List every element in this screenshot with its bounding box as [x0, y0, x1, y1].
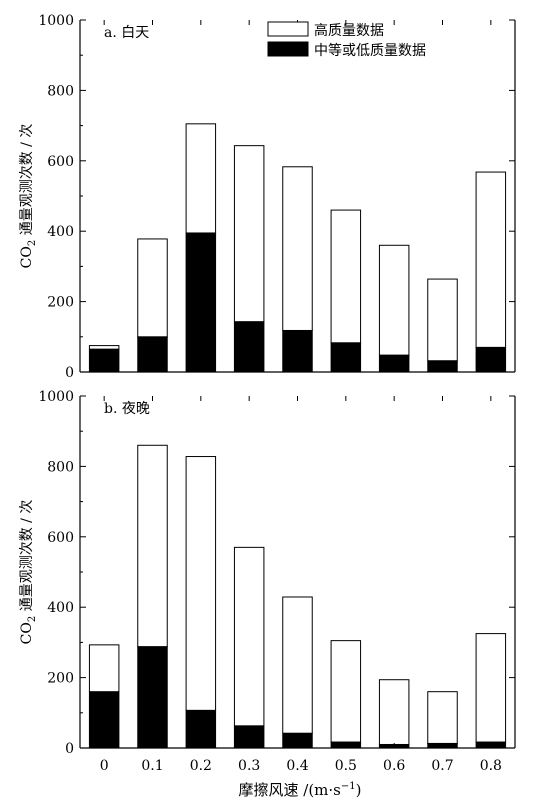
y-tick-label: 400 — [47, 600, 74, 616]
x-tick-label: 0.4 — [286, 758, 308, 774]
y-tick-label: 1000 — [38, 13, 74, 29]
bar-high-quality — [475, 171, 507, 348]
y-tick-label: 600 — [47, 154, 74, 170]
bar-high-quality — [330, 209, 362, 344]
bar-high-quality — [88, 345, 120, 350]
bar-high-quality — [233, 145, 265, 323]
x-tick-label: 0.3 — [238, 758, 260, 774]
bar-high-quality — [282, 596, 313, 734]
bar-low-quality — [137, 646, 168, 749]
bar-low-quality — [185, 709, 217, 749]
bar-low-quality — [137, 336, 168, 373]
y-axis-label: CO2 通量观测次数 / 次 — [19, 500, 38, 645]
bar-high-quality — [378, 679, 410, 745]
x-axis-label: 摩擦风速 /(m·s−1) — [239, 781, 362, 799]
bar-high-quality — [378, 244, 410, 356]
bar-high-quality — [137, 444, 168, 648]
bar-high-quality — [185, 456, 217, 711]
bar-high-quality — [475, 633, 507, 743]
x-tick-label: 0.2 — [190, 758, 212, 774]
bar-low-quality — [282, 329, 313, 373]
y-tick-label: 200 — [47, 295, 74, 311]
bar-high-quality — [88, 644, 120, 693]
y-tick-label: 0 — [65, 365, 74, 381]
x-axis-label-close: ) — [356, 781, 362, 799]
y-tick-label: 400 — [47, 224, 74, 240]
bar-low-quality — [185, 232, 217, 373]
y-tick-label: 800 — [47, 83, 74, 99]
y-axis-label: CO2 通量观测次数 / 次 — [19, 124, 38, 269]
panel-night: 0 200 400 600 800 1000 CO2 通量观测次数 / 次 b. 夜晚 0 0.1… — [19, 389, 516, 774]
x-tick-label: 0.8 — [480, 758, 502, 774]
bar-low-quality — [233, 321, 265, 373]
legend-label: 中等或低质量数据 — [314, 42, 426, 59]
x-tick-label: 0 — [100, 758, 109, 774]
legend-swatch — [267, 21, 309, 37]
bar-high-quality — [185, 123, 217, 234]
panel-title: b. 夜晚 — [104, 401, 150, 417]
x-tick-label: 0.1 — [141, 758, 163, 774]
bar-high-quality — [137, 238, 168, 338]
y-tick-label: 200 — [47, 671, 74, 687]
bar-low-quality — [88, 691, 120, 749]
y-tick-label: 0 — [65, 741, 74, 757]
y-tick-label: 800 — [47, 459, 74, 475]
legend-label: 高质量数据 — [314, 22, 384, 39]
bar-high-quality — [427, 691, 458, 744]
legend-swatch — [267, 41, 309, 57]
y-tick-label: 1000 — [38, 389, 74, 405]
bar-high-quality — [427, 278, 458, 362]
x-tick-label: 0.5 — [335, 758, 357, 774]
panel-daytime: 0 200 400 600 800 1000 CO2 通量观测次数 / 次 a. 白天 — [19, 13, 516, 381]
y-tick-label: 600 — [47, 530, 74, 546]
x-tick-label: 0.6 — [383, 758, 405, 774]
panel-title: a. 白天 — [104, 25, 149, 41]
x-tick-label: 0.7 — [431, 758, 453, 774]
bar-high-quality — [282, 166, 313, 331]
x-axis-label-superscript: −1 — [341, 781, 356, 792]
bar-high-quality — [330, 640, 362, 743]
bar-high-quality — [233, 546, 265, 727]
